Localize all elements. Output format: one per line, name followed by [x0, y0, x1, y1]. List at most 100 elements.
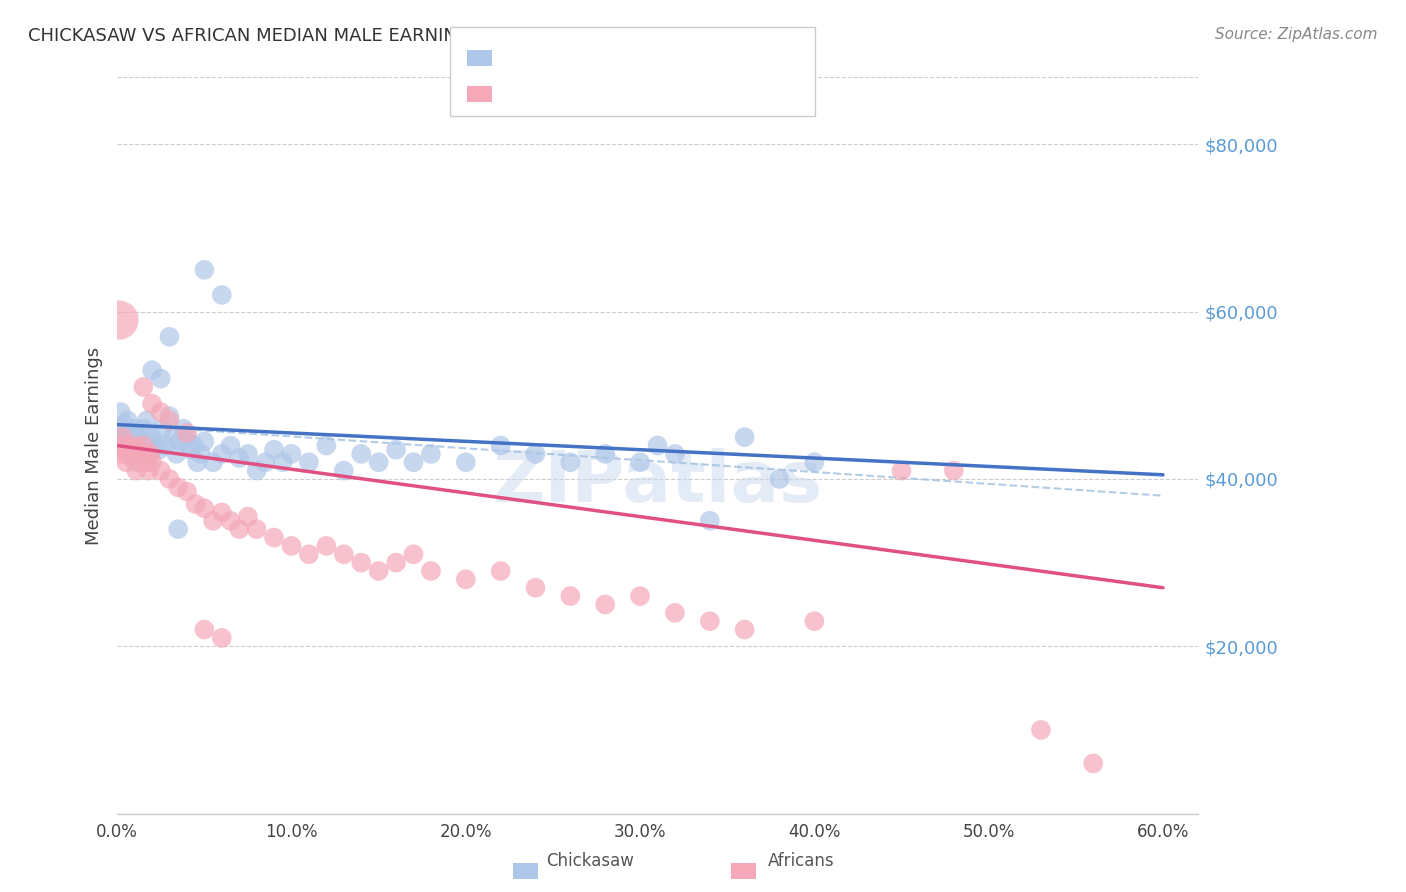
Point	[219, 514, 242, 528]
Point	[254, 455, 277, 469]
Point	[169, 434, 191, 449]
Point	[560, 589, 582, 603]
Point	[112, 417, 135, 432]
Point	[228, 451, 250, 466]
Point	[125, 464, 148, 478]
Text: N =: N =	[576, 49, 624, 67]
Point	[135, 455, 157, 469]
Point	[193, 434, 215, 449]
Point	[139, 447, 162, 461]
Point	[127, 442, 149, 457]
Point	[120, 425, 142, 440]
Point	[890, 464, 912, 478]
Point	[131, 447, 153, 461]
Point	[280, 447, 302, 461]
Point	[141, 397, 163, 411]
Point	[138, 434, 160, 449]
Point	[202, 455, 225, 469]
Point	[315, 438, 337, 452]
Point	[190, 447, 212, 461]
Point	[246, 464, 269, 478]
Point	[167, 522, 190, 536]
Point	[628, 589, 651, 603]
Text: 71: 71	[612, 49, 634, 67]
Point	[246, 522, 269, 536]
Point	[734, 430, 756, 444]
Point	[454, 455, 477, 469]
Point	[333, 464, 356, 478]
Point	[132, 380, 155, 394]
Text: N =: N =	[576, 82, 624, 100]
Point	[117, 438, 139, 452]
Text: -0.425: -0.425	[527, 82, 586, 100]
Point	[115, 455, 138, 469]
Point	[139, 447, 162, 461]
Point	[219, 438, 242, 452]
Point	[489, 564, 512, 578]
Point	[489, 438, 512, 452]
Text: Chickasaw: Chickasaw	[547, 852, 634, 870]
Point	[141, 455, 163, 469]
Point	[111, 430, 134, 444]
Point	[193, 623, 215, 637]
Text: Source: ZipAtlas.com: Source: ZipAtlas.com	[1215, 27, 1378, 42]
Point	[560, 455, 582, 469]
Point	[647, 438, 669, 452]
Point	[118, 447, 141, 461]
Text: ZIPatlas: ZIPatlas	[492, 448, 823, 516]
Text: Africans: Africans	[768, 852, 835, 870]
Point	[350, 556, 373, 570]
Point	[112, 442, 135, 457]
Point	[699, 614, 721, 628]
Point	[141, 430, 163, 444]
Point	[280, 539, 302, 553]
Point	[148, 442, 170, 457]
Point	[159, 472, 181, 486]
Text: R =: R =	[499, 82, 536, 100]
Point	[202, 514, 225, 528]
Point	[120, 451, 142, 466]
Point	[108, 313, 131, 327]
Text: 63: 63	[612, 82, 634, 100]
Point	[211, 505, 233, 519]
Point	[117, 413, 139, 427]
Point	[122, 438, 145, 452]
Point	[298, 547, 321, 561]
Point	[162, 430, 184, 444]
Point	[176, 484, 198, 499]
Point	[367, 455, 389, 469]
Point	[183, 438, 205, 452]
Point	[118, 447, 141, 461]
Point	[111, 438, 134, 452]
Point	[193, 501, 215, 516]
Point	[942, 464, 965, 478]
Text: R =: R =	[499, 49, 536, 67]
Point	[211, 631, 233, 645]
Point	[159, 413, 181, 427]
Point	[125, 455, 148, 469]
Point	[263, 442, 285, 457]
Point	[110, 405, 132, 419]
Point	[803, 614, 825, 628]
Point	[593, 598, 616, 612]
Text: -0.150: -0.150	[527, 49, 586, 67]
Point	[124, 438, 146, 452]
Point	[179, 442, 201, 457]
Point	[699, 514, 721, 528]
Point	[131, 438, 153, 452]
Point	[454, 573, 477, 587]
Point	[149, 464, 172, 478]
Point	[211, 288, 233, 302]
Point	[115, 430, 138, 444]
Point	[159, 409, 181, 424]
Point	[402, 547, 425, 561]
Point	[664, 606, 686, 620]
Point	[152, 422, 174, 436]
Point	[385, 556, 408, 570]
Point	[419, 564, 441, 578]
Point	[734, 623, 756, 637]
Point	[132, 422, 155, 436]
Point	[419, 447, 441, 461]
Point	[664, 447, 686, 461]
Point	[367, 564, 389, 578]
